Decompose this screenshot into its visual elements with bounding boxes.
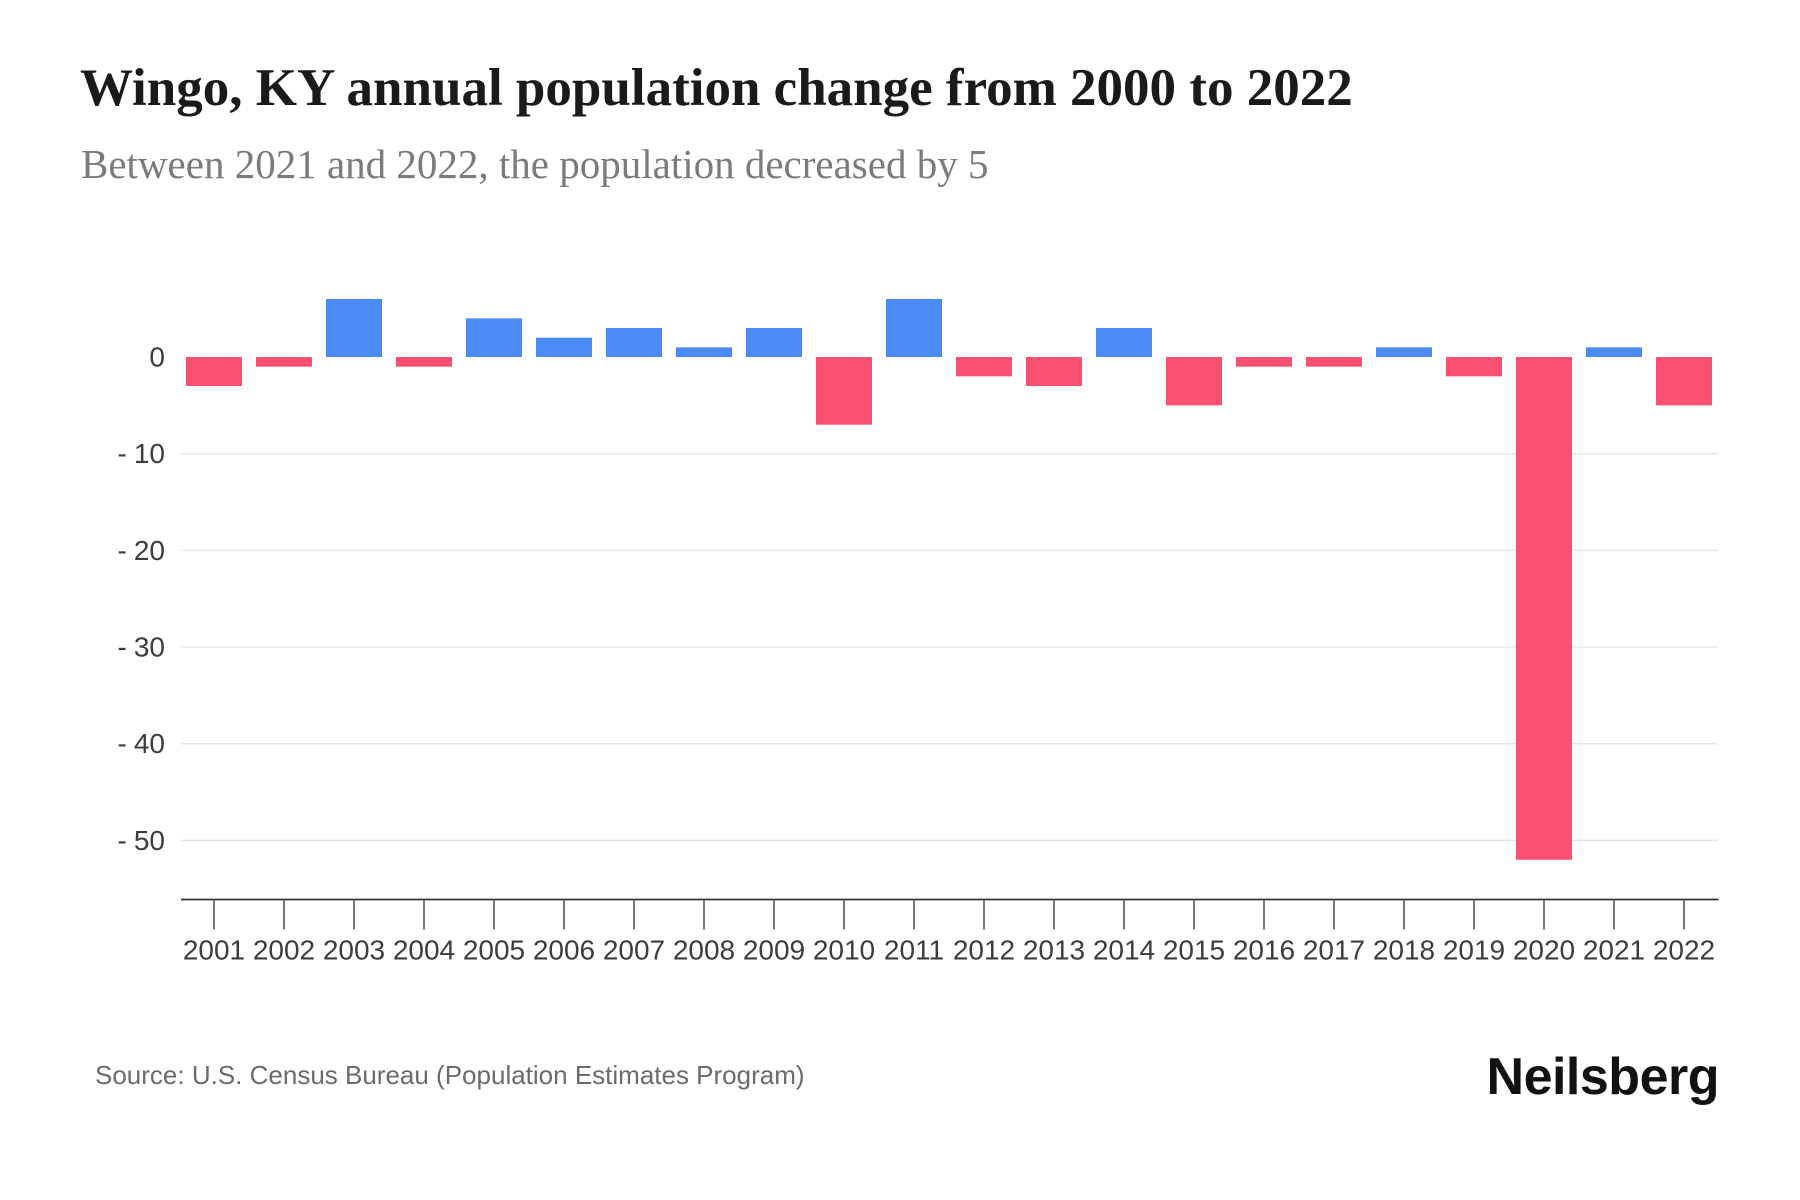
svg-text:50: 50 — [134, 825, 165, 856]
svg-text:2002: 2002 — [253, 935, 315, 966]
svg-text:2001: 2001 — [183, 935, 245, 966]
svg-text:2003: 2003 — [323, 935, 385, 966]
svg-text:-: - — [117, 825, 126, 856]
svg-text:2009: 2009 — [743, 935, 805, 966]
svg-text:-: - — [117, 632, 126, 663]
svg-text:2013: 2013 — [1023, 935, 1085, 966]
svg-text:0: 0 — [149, 342, 165, 373]
svg-text:2012: 2012 — [953, 935, 1015, 966]
svg-text:2011: 2011 — [884, 935, 944, 966]
svg-text:2022: 2022 — [1653, 935, 1715, 966]
svg-text:2020: 2020 — [1513, 935, 1575, 966]
svg-text:2017: 2017 — [1303, 935, 1365, 966]
svg-text:2018: 2018 — [1373, 935, 1435, 966]
svg-text:2004: 2004 — [393, 935, 455, 966]
svg-text:40: 40 — [134, 728, 165, 759]
svg-text:2010: 2010 — [813, 935, 875, 966]
svg-text:2014: 2014 — [1093, 935, 1155, 966]
svg-text:20: 20 — [134, 535, 165, 566]
svg-text:-: - — [117, 438, 126, 469]
svg-text:2006: 2006 — [533, 935, 595, 966]
svg-text:2008: 2008 — [673, 935, 735, 966]
svg-text:30: 30 — [134, 632, 165, 663]
svg-text:2015: 2015 — [1163, 935, 1225, 966]
svg-text:2005: 2005 — [463, 935, 525, 966]
svg-text:-: - — [117, 728, 126, 759]
svg-text:2016: 2016 — [1233, 935, 1295, 966]
svg-text:2019: 2019 — [1443, 935, 1505, 966]
svg-text:-: - — [117, 535, 126, 566]
svg-text:10: 10 — [134, 438, 165, 469]
svg-text:2007: 2007 — [603, 935, 665, 966]
svg-text:2021: 2021 — [1583, 935, 1645, 966]
